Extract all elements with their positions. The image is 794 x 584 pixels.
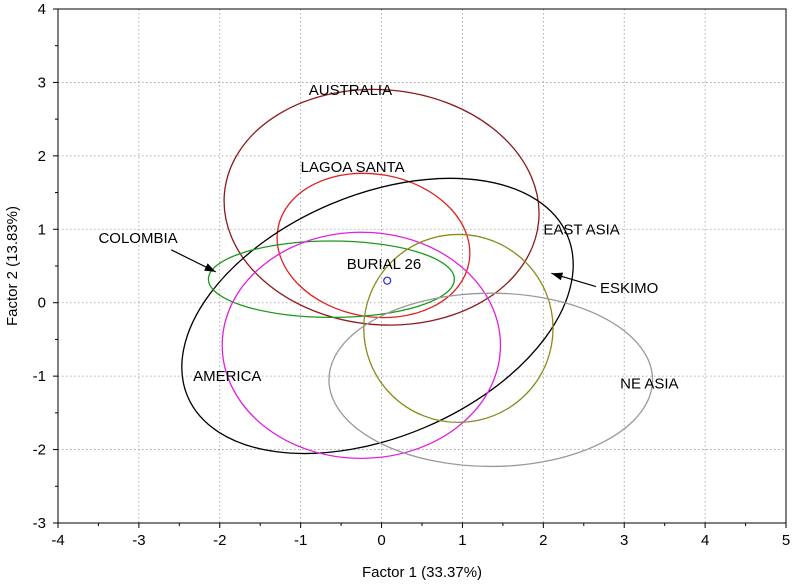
- y-tick-label: 4: [38, 1, 46, 18]
- x-tick-label: 1: [458, 532, 466, 549]
- label-america: AMERICA: [193, 368, 261, 385]
- y-tick-label: 1: [38, 221, 46, 238]
- arrow-head: [551, 272, 564, 281]
- ellipse-australia: [223, 88, 540, 326]
- arrow-head: [204, 263, 216, 272]
- ellipse-america: [221, 231, 502, 460]
- x-tick-label: 5: [782, 532, 790, 549]
- x-tick-label: 4: [701, 532, 709, 549]
- x-tick-label: -1: [294, 532, 307, 549]
- ellipse-ne-asia: [328, 292, 654, 468]
- confidence-ellipses: [181, 88, 654, 468]
- y-tick-label: 3: [38, 74, 46, 91]
- label-ne-asia: NE ASIA: [620, 375, 678, 392]
- point-burial-26: [383, 276, 392, 285]
- x-tick-label: 2: [539, 532, 547, 549]
- ellipse-eskimo: [363, 233, 554, 424]
- x-tick-label: 3: [620, 532, 628, 549]
- label-arrows: [170, 249, 597, 288]
- y-tick-label: -2: [33, 442, 46, 459]
- y-tick-label: -3: [33, 515, 46, 532]
- ellipse-lagoa-santa: [276, 172, 471, 319]
- axis-ticks: -4 -3 -2 -1 0 1 2 3 4 5 -3 -2 -1 0 1 2 3 4: [33, 1, 791, 549]
- y-axis-title: Factor 2 (13.83%): [4, 206, 21, 326]
- y-tick-label: 2: [38, 148, 46, 165]
- ellipse-east-asia: [181, 177, 574, 455]
- label-east-asia: EAST ASIA: [543, 221, 619, 238]
- grid-lines: [58, 9, 786, 523]
- group-labels: AUSTRALIA LAGOA SANTA EAST ASIA COLOMBIA BUR…: [98, 82, 678, 393]
- x-axis-title: Factor 1 (33.37%): [362, 564, 482, 581]
- label-colombia: COLOMBIA: [98, 230, 177, 247]
- y-tick-label: -1: [33, 368, 46, 385]
- data-points: [383, 276, 392, 285]
- ellipse-colombia: [207, 240, 456, 319]
- label-australia: AUSTRALIA: [309, 82, 392, 99]
- x-tick-label: -3: [132, 532, 145, 549]
- label-eskimo: ESKIMO: [600, 280, 658, 297]
- x-tick-label: 0: [377, 532, 385, 549]
- label-burial-26: BURIAL 26: [347, 256, 421, 273]
- x-tick-label: -4: [51, 532, 64, 549]
- plot-frame: [57, 8, 787, 524]
- label-lagoa-santa: LAGOA SANTA: [301, 159, 405, 176]
- y-tick-label: 0: [38, 295, 46, 312]
- x-tick-label: -2: [213, 532, 226, 549]
